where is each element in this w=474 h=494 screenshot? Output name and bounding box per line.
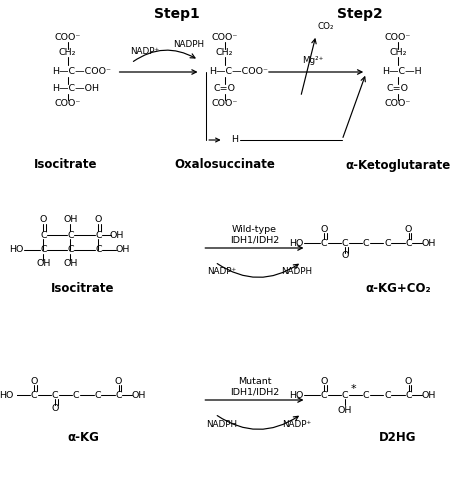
Text: H—C—H: H—C—H bbox=[383, 68, 422, 77]
Text: O: O bbox=[30, 376, 37, 385]
Text: *: * bbox=[351, 384, 356, 394]
Text: Step2: Step2 bbox=[337, 7, 382, 21]
Text: C: C bbox=[94, 390, 101, 400]
Text: C: C bbox=[95, 246, 102, 254]
Text: H—C—OH: H—C—OH bbox=[52, 84, 99, 93]
Text: OH: OH bbox=[63, 215, 78, 224]
Text: C: C bbox=[405, 390, 412, 400]
Text: O: O bbox=[405, 224, 412, 234]
Text: NADPH: NADPH bbox=[206, 419, 237, 428]
Text: COO⁻: COO⁻ bbox=[385, 34, 411, 42]
Text: COO⁻: COO⁻ bbox=[55, 34, 81, 42]
Text: NADP⁺: NADP⁺ bbox=[130, 47, 159, 56]
Text: OH: OH bbox=[36, 259, 51, 269]
Text: Oxalosuccinate: Oxalosuccinate bbox=[174, 159, 275, 171]
Text: H: H bbox=[231, 135, 237, 145]
Text: O: O bbox=[40, 215, 47, 224]
Text: C: C bbox=[363, 239, 369, 247]
Text: OH: OH bbox=[421, 239, 436, 247]
Text: C: C bbox=[95, 231, 102, 240]
Text: HO: HO bbox=[289, 390, 303, 400]
Text: CH₂: CH₂ bbox=[216, 48, 233, 57]
Text: O: O bbox=[405, 376, 412, 385]
Text: C: C bbox=[40, 246, 47, 254]
Text: NADPH: NADPH bbox=[281, 267, 312, 277]
Text: Mutant
IDH1/IDH2: Mutant IDH1/IDH2 bbox=[230, 377, 279, 397]
Text: NADP⁺: NADP⁺ bbox=[207, 267, 236, 277]
Text: COO⁻: COO⁻ bbox=[211, 99, 238, 109]
Text: C=O: C=O bbox=[387, 84, 409, 93]
Text: COO⁻: COO⁻ bbox=[211, 34, 238, 42]
Text: C: C bbox=[363, 390, 369, 400]
Text: O: O bbox=[95, 215, 102, 224]
Text: CH₂: CH₂ bbox=[59, 48, 76, 57]
Text: C: C bbox=[342, 239, 348, 247]
Text: COO⁻: COO⁻ bbox=[55, 99, 81, 109]
Text: Wild-type
IDH1/IDH2: Wild-type IDH1/IDH2 bbox=[230, 225, 279, 245]
Text: O: O bbox=[115, 376, 122, 385]
Text: D2HG: D2HG bbox=[379, 430, 417, 444]
Text: NADPH: NADPH bbox=[173, 41, 204, 49]
Text: HO: HO bbox=[0, 390, 14, 400]
Text: O: O bbox=[341, 251, 349, 260]
Text: C: C bbox=[320, 390, 327, 400]
Text: HO: HO bbox=[9, 246, 23, 254]
Text: COO⁻: COO⁻ bbox=[385, 99, 411, 109]
Text: NADP⁺: NADP⁺ bbox=[282, 419, 311, 428]
Text: C: C bbox=[30, 390, 37, 400]
Text: C: C bbox=[405, 239, 412, 247]
Text: HO: HO bbox=[289, 239, 303, 247]
Text: C: C bbox=[67, 246, 74, 254]
Text: OH: OH bbox=[115, 246, 130, 254]
Text: O: O bbox=[51, 404, 59, 412]
Text: OH: OH bbox=[132, 390, 146, 400]
Text: C: C bbox=[115, 390, 122, 400]
Text: C: C bbox=[384, 390, 391, 400]
Text: C: C bbox=[40, 231, 47, 240]
Text: H—C—COO⁻: H—C—COO⁻ bbox=[209, 68, 268, 77]
Text: C: C bbox=[342, 390, 348, 400]
Text: O: O bbox=[320, 224, 328, 234]
Text: OH: OH bbox=[338, 406, 352, 414]
Text: C: C bbox=[52, 390, 58, 400]
Text: Isocitrate: Isocitrate bbox=[34, 159, 97, 171]
Text: OH: OH bbox=[421, 390, 436, 400]
Text: α-KG+CO₂: α-KG+CO₂ bbox=[365, 282, 431, 294]
Text: OH: OH bbox=[63, 259, 78, 269]
Text: C: C bbox=[67, 231, 74, 240]
Text: Isocitrate: Isocitrate bbox=[51, 282, 115, 294]
Text: C: C bbox=[73, 390, 80, 400]
Text: C: C bbox=[384, 239, 391, 247]
Text: C=O: C=O bbox=[214, 84, 236, 93]
Text: H—C—COO⁻: H—C—COO⁻ bbox=[52, 68, 111, 77]
Text: O: O bbox=[320, 376, 328, 385]
Text: α-Ketoglutarate: α-Ketoglutarate bbox=[345, 159, 451, 171]
Text: OH: OH bbox=[109, 231, 124, 240]
Text: α-KG: α-KG bbox=[67, 430, 99, 444]
Text: CH₂: CH₂ bbox=[389, 48, 407, 57]
Text: CO₂: CO₂ bbox=[318, 23, 334, 32]
Text: C: C bbox=[320, 239, 327, 247]
Text: Step1: Step1 bbox=[154, 7, 199, 21]
Text: Mg²⁺: Mg²⁺ bbox=[302, 56, 324, 66]
